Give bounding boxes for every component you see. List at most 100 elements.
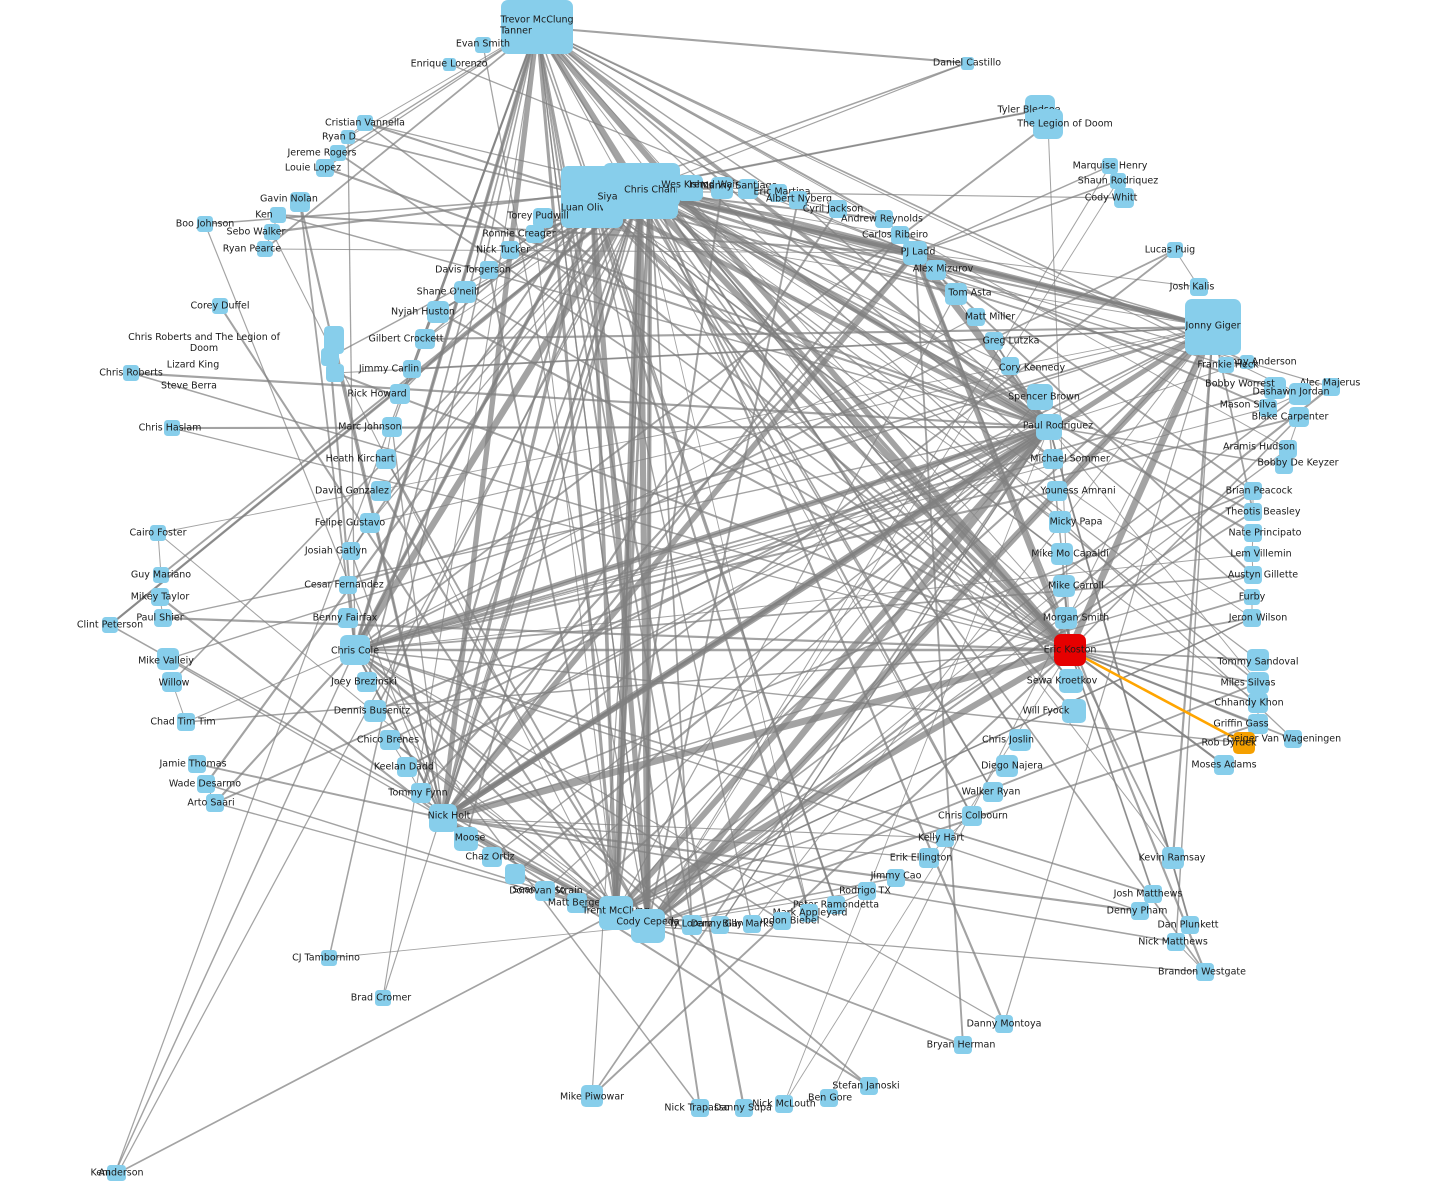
graph-node[interactable] [411,783,431,803]
graph-node[interactable] [110,1165,126,1181]
graph-node[interactable] [775,1095,793,1113]
graph-node[interactable] [206,794,224,812]
graph-node[interactable] [1284,730,1302,748]
graph-node[interactable] [454,827,478,851]
graph-node[interactable] [1051,543,1073,565]
graph-node[interactable] [769,184,787,202]
graph-node[interactable] [321,950,337,966]
graph-node[interactable] [177,713,195,731]
graph-node[interactable] [164,420,180,436]
graph-node[interactable] [1275,456,1293,474]
graph-node[interactable] [858,882,876,900]
graph-node[interactable] [1244,566,1262,584]
graph-node[interactable] [341,130,355,144]
graph-node[interactable] [996,755,1018,777]
graph-node[interactable] [1027,384,1053,410]
graph-node[interactable] [1033,109,1063,139]
graph-node[interactable] [153,567,169,583]
graph-node[interactable] [985,332,1003,350]
graph-node[interactable] [482,847,502,867]
graph-node[interactable] [800,904,818,922]
graph-node[interactable] [1244,482,1262,500]
graph-node[interactable] [1055,607,1077,629]
graph-node[interactable] [290,192,310,212]
graph-node[interactable] [1036,414,1062,440]
graph-node[interactable] [364,700,386,722]
graph-node[interactable] [891,226,909,244]
graph-node[interactable] [1009,729,1031,751]
graph-node[interactable] [442,57,456,71]
graph-node[interactable] [390,384,410,404]
graph-node[interactable] [162,672,182,692]
graph-node[interactable] [1190,278,1208,296]
graph-node[interactable] [926,260,946,280]
graph-node[interactable] [264,224,280,240]
graph-node[interactable] [454,281,476,303]
graph-node[interactable] [1114,188,1134,208]
graph-node[interactable] [960,56,974,70]
graph-node[interactable] [526,225,544,243]
graph-node[interactable] [581,1085,603,1107]
graph-node[interactable] [1049,511,1071,533]
graph-node[interactable] [1247,672,1269,694]
graph-node[interactable] [773,912,791,930]
graph-node[interactable] [954,1036,972,1054]
graph-node[interactable] [535,881,555,901]
graph-node[interactable] [1185,299,1241,355]
graph-node[interactable] [380,730,400,750]
graph-node[interactable] [829,200,847,218]
graph-node[interactable] [1279,440,1297,458]
graph-node[interactable] [339,576,357,594]
graph-node[interactable] [789,191,807,209]
graph-node[interactable] [631,909,665,943]
graph-node[interactable] [382,417,402,437]
graph-node[interactable] [1244,503,1262,521]
graph-node[interactable] [338,608,358,628]
graph-node[interactable] [316,159,334,177]
graph-node[interactable] [429,804,457,832]
graph-node[interactable] [1259,399,1277,417]
graph-node[interactable] [257,241,273,257]
graph-node[interactable] [1214,755,1234,775]
graph-node[interactable] [157,648,179,670]
graph-node[interactable] [397,757,417,777]
graph-node[interactable] [1244,546,1260,562]
graph-node[interactable] [1144,885,1162,903]
graph-node[interactable] [505,864,525,884]
graph-node[interactable] [360,513,380,533]
graph-node[interactable] [480,261,498,279]
graph-node[interactable] [1053,575,1075,597]
graph-node[interactable] [919,848,939,868]
graph-node[interactable] [533,208,553,228]
graph-node[interactable] [326,364,344,382]
graph-node[interactable] [1047,481,1067,501]
graph-node[interactable] [102,617,118,633]
graph-node[interactable] [197,216,213,232]
graph-node[interactable] [151,588,169,606]
graph-node[interactable] [967,308,985,326]
graph-node[interactable] [691,1099,709,1117]
graph-node[interactable] [567,893,587,913]
graph-node[interactable] [123,365,139,381]
graph-node[interactable] [375,990,391,1006]
graph-node[interactable] [357,672,377,692]
graph-node[interactable] [340,635,370,665]
graph-node[interactable] [860,1077,878,1095]
graph-node[interactable] [270,207,286,223]
graph-node[interactable] [1322,378,1340,396]
graph-node[interactable] [197,775,215,793]
graph-node[interactable] [427,301,449,323]
graph-node[interactable] [376,449,396,469]
graph-node[interactable] [501,241,519,259]
graph-node[interactable] [827,896,845,914]
graph-node[interactable] [1240,355,1254,369]
graph-node[interactable] [188,755,206,773]
graph-node[interactable] [324,326,344,354]
graph-node[interactable] [735,1099,753,1117]
graph-node[interactable] [415,329,435,349]
graph-node[interactable] [1218,357,1234,373]
graph-node[interactable] [711,177,733,199]
graph-node[interactable] [995,1015,1013,1033]
graph-node[interactable] [1196,963,1214,981]
